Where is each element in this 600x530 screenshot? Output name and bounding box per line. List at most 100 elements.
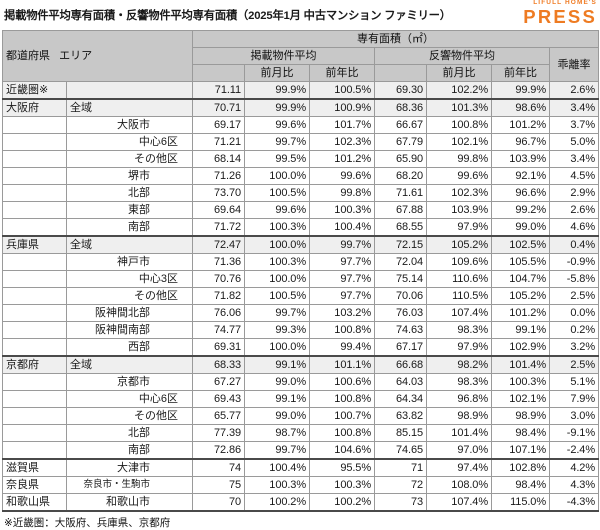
cell-listed-average: 77.39 xyxy=(192,424,246,442)
cell-prefecture xyxy=(2,441,67,460)
cell-listed-yoy: 100.3% xyxy=(309,201,376,219)
table-header: 都道府県 エリア 専有面積（㎡） 掲載物件平均 反響物件平均 乖離率 前月比 前… xyxy=(1,30,600,82)
cell-listed-mom: 99.7% xyxy=(244,133,311,151)
cell-response-yoy: 92.1% xyxy=(491,167,551,185)
cell-response-average: 68.36 xyxy=(374,98,428,117)
page-title: 掲載物件平均専有面積・反響物件平均専有面積（2025年1月 中古マンション ファ… xyxy=(4,10,451,22)
cell-listed-average: 71.72 xyxy=(192,218,246,237)
cell-listed-mom: 99.9% xyxy=(244,98,311,117)
cell-listed-average: 70.71 xyxy=(192,98,246,117)
cell-response-mom: 102.2% xyxy=(426,81,493,100)
cell-response-average: 64.34 xyxy=(374,390,428,408)
cell-response-yoy: 101.4% xyxy=(491,355,551,374)
cell-listed-mom: 100.0% xyxy=(244,235,311,254)
cell-gap-rate: 3.4% xyxy=(549,150,600,168)
cell-listed-yoy: 97.7% xyxy=(309,287,376,305)
area-average-floor-size-table: 都道府県 エリア 専有面積（㎡） 掲載物件平均 反響物件平均 乖離率 前月比 前… xyxy=(1,30,600,512)
table-row: 南部 71.72 100.3% 100.4% 68.55 97.9% 99.0% 4.6% xyxy=(2,218,600,237)
logo-tagline: LIFULL HOME'S xyxy=(533,0,597,6)
cell-response-yoy: 100.3% xyxy=(491,373,551,391)
cell-gap-rate: 4.5% xyxy=(549,167,600,185)
cell-area: 神戸市 xyxy=(65,253,194,271)
cell-listed-yoy: 102.3% xyxy=(309,133,376,151)
col-header-prefecture-area: 都道府県 エリア xyxy=(1,30,194,82)
table-row: 神戸市 71.36 100.3% 97.7% 72.04 109.6% 105.5% -0.9… xyxy=(2,253,600,271)
cell-listed-yoy: 100.9% xyxy=(309,98,376,117)
table-row: 阪神間南部 74.77 99.3% 100.8% 74.63 98.3% 99.1% 0.2% xyxy=(2,321,600,339)
cell-listed-mom: 100.5% xyxy=(244,184,311,202)
cell-listed-mom: 99.0% xyxy=(244,373,311,391)
cell-response-mom: 109.6% xyxy=(426,253,493,271)
cell-response-yoy: 103.9% xyxy=(491,150,551,168)
cell-response-yoy: 96.6% xyxy=(491,184,551,202)
cell-prefecture xyxy=(2,321,67,339)
table-row: 阪神間北部 76.06 99.7% 103.2% 76.03 107.4% 101.2% 0.… xyxy=(2,304,600,322)
cell-listed-yoy: 95.5% xyxy=(309,458,376,477)
cell-area: 全域 xyxy=(65,98,194,117)
cell-listed-yoy: 100.7% xyxy=(309,407,376,425)
header-row-subgroup: 掲載物件平均 反響物件平均 乖離率 xyxy=(3,47,600,82)
cell-area: 堺市 xyxy=(65,167,194,185)
cell-response-mom: 96.8% xyxy=(426,390,493,408)
cell-area: その他区 xyxy=(65,287,194,305)
cell-listed-mom: 100.0% xyxy=(244,167,311,185)
cell-area: 中心6区 xyxy=(65,133,194,151)
cell-response-mom: 108.0% xyxy=(426,476,493,494)
cell-gap-rate: 4.6% xyxy=(549,218,600,237)
cell-response-average: 76.03 xyxy=(374,304,428,322)
cell-listed-yoy: 100.3% xyxy=(309,476,376,494)
cell-response-mom: 102.3% xyxy=(426,184,493,202)
cell-area xyxy=(65,81,194,100)
cell-gap-rate: 5.1% xyxy=(549,373,600,391)
cell-response-average: 66.68 xyxy=(374,355,428,374)
cell-listed-average: 65.77 xyxy=(192,407,246,425)
cell-response-average: 69.30 xyxy=(374,81,428,100)
cell-listed-average: 69.17 xyxy=(192,116,246,134)
table-row: 京都市 67.27 99.0% 100.6% 64.03 98.3% 100.3% 5.1% xyxy=(2,373,600,391)
cell-listed-average: 75 xyxy=(192,476,246,494)
cell-response-yoy: 102.9% xyxy=(491,338,551,357)
cell-gap-rate: 3.4% xyxy=(549,98,600,117)
cell-prefecture xyxy=(2,116,67,134)
cell-listed-average: 67.27 xyxy=(192,373,246,391)
cell-response-yoy: 101.2% xyxy=(491,304,551,322)
cell-listed-yoy: 100.5% xyxy=(309,81,376,100)
col-header-prefecture-label: 都道府県 xyxy=(6,50,50,62)
cell-listed-yoy: 101.7% xyxy=(309,116,376,134)
cell-response-mom: 110.6% xyxy=(426,270,493,288)
cell-response-average: 65.90 xyxy=(374,150,428,168)
cell-listed-average: 71.21 xyxy=(192,133,246,151)
cell-listed-mom: 99.3% xyxy=(244,321,311,339)
table-footnote: ※近畿圏：大阪府、兵庫県、京都府 xyxy=(4,517,171,529)
cell-response-mom: 97.4% xyxy=(426,458,493,477)
cell-listed-average: 69.64 xyxy=(192,201,246,219)
cell-gap-rate: 2.9% xyxy=(549,184,600,202)
table-row: 南部 72.86 99.7% 104.6% 74.65 97.0% 107.1% -2.4% xyxy=(2,441,600,460)
cell-response-mom: 101.3% xyxy=(426,98,493,117)
cell-listed-average: 69.43 xyxy=(192,390,246,408)
cell-listed-average: 69.31 xyxy=(192,338,246,357)
cell-response-average: 85.15 xyxy=(374,424,428,442)
cell-gap-rate: 3.7% xyxy=(549,116,600,134)
cell-prefecture xyxy=(2,253,67,271)
page-header: 掲載物件平均専有面積・反響物件平均専有面積（2025年1月 中古マンション ファ… xyxy=(0,0,600,30)
cell-response-mom: 110.5% xyxy=(426,287,493,305)
cell-area: 西部 xyxy=(65,338,194,357)
cell-listed-mom: 100.3% xyxy=(244,476,311,494)
cell-response-average: 68.20 xyxy=(374,167,428,185)
table-row: 大阪市 69.17 99.6% 101.7% 66.67 100.8% 101.2% 3.7% xyxy=(2,116,600,134)
cell-response-yoy: 98.4% xyxy=(491,424,551,442)
cell-gap-rate: -4.3% xyxy=(549,493,600,512)
cell-listed-average: 74 xyxy=(192,458,246,477)
table-row: その他区 65.77 99.0% 100.7% 63.82 98.9% 98.9% 3.0% xyxy=(2,407,600,425)
cell-listed-average: 70 xyxy=(192,493,246,512)
cell-listed-average: 71.26 xyxy=(192,167,246,185)
cell-gap-rate: 7.9% xyxy=(549,390,600,408)
cell-response-average: 71.61 xyxy=(374,184,428,202)
cell-listed-average: 70.76 xyxy=(192,270,246,288)
cell-gap-rate: 2.5% xyxy=(549,287,600,305)
cell-prefecture xyxy=(2,201,67,219)
cell-gap-rate: 0.0% xyxy=(549,304,600,322)
table-row: 大阪府 全域 70.71 99.9% 100.9% 68.36 101.3% 98.6% 3.4… xyxy=(2,98,600,117)
cell-area: 中心3区 xyxy=(65,270,194,288)
